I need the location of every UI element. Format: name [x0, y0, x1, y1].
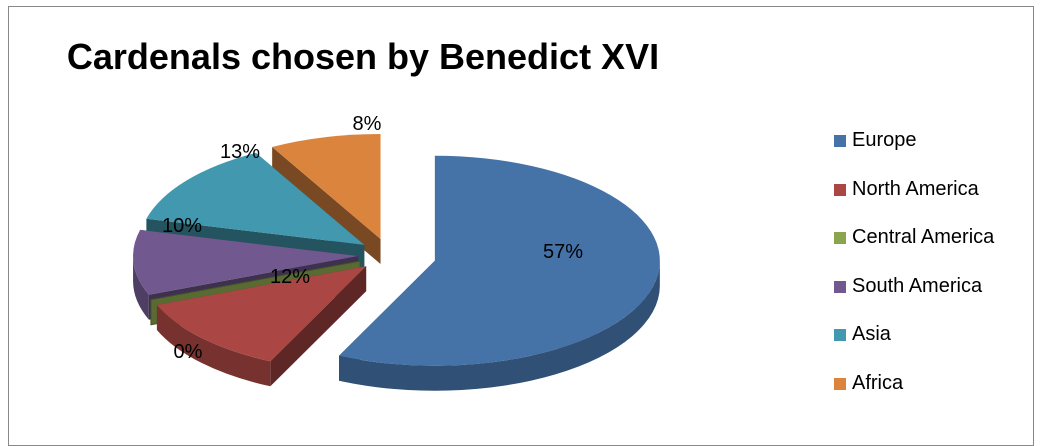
legend-item-asia: Asia [834, 322, 994, 371]
legend-label-south-america: South America [852, 274, 983, 297]
pie-slice-africa-side-0 [272, 147, 381, 265]
data-label-central-america: 0% [174, 341, 203, 363]
pie-slice-europe [339, 155, 660, 391]
pie-slice-north-america-wall [156, 304, 271, 387]
pie-slice-north-america [156, 266, 367, 387]
legend-item-africa: Africa [834, 371, 994, 420]
chart-title: Cardenals chosen by Benedict XVI [66, 36, 660, 77]
legend-swatch-central-america [834, 232, 846, 244]
legend-swatch-africa [834, 377, 846, 390]
legend-swatch-north-america [834, 183, 846, 196]
data-label-africa: 8% [353, 113, 382, 135]
legend-label-north-america: North America [852, 177, 979, 200]
pie-slice-north-america-top [156, 266, 367, 362]
legend-item-europe: Europe [834, 128, 994, 177]
pie-slice-asia-top [146, 152, 365, 245]
pie-slice-africa-top [272, 134, 381, 240]
pie-slice-north-america-side-0 [270, 266, 367, 387]
pie-slice-europe-top [339, 155, 660, 366]
data-label-asia: 13% [220, 141, 260, 163]
chart-legend: Europe North America Central America Sou… [834, 128, 994, 419]
data-label-north-america: 12% [270, 266, 310, 288]
pie-slice-africa [272, 134, 381, 265]
legend-swatch-asia [834, 329, 846, 341]
legend-item-central-america: Central America [834, 225, 994, 274]
legend-label-europe: Europe [852, 129, 917, 151]
legend-label-asia: Asia [852, 323, 891, 345]
legend-swatch-south-america [834, 280, 846, 293]
data-label-europe: 57% [543, 241, 583, 263]
pie-slice-europe-wall [339, 260, 660, 391]
legend-label-africa: Africa [852, 371, 904, 394]
pie-chart: 57% 12% 0% 10% 13% 8% [133, 113, 660, 391]
pie-slice-south-america-wall [133, 256, 149, 320]
legend-item-north-america: North America [834, 177, 994, 226]
data-label-south-america: 10% [162, 215, 202, 237]
legend-item-south-america: South America [834, 274, 994, 323]
pie-slice-south-america-top [133, 229, 359, 295]
legend-swatch-europe [834, 135, 846, 147]
legend-label-central-america: Central America [852, 226, 995, 248]
